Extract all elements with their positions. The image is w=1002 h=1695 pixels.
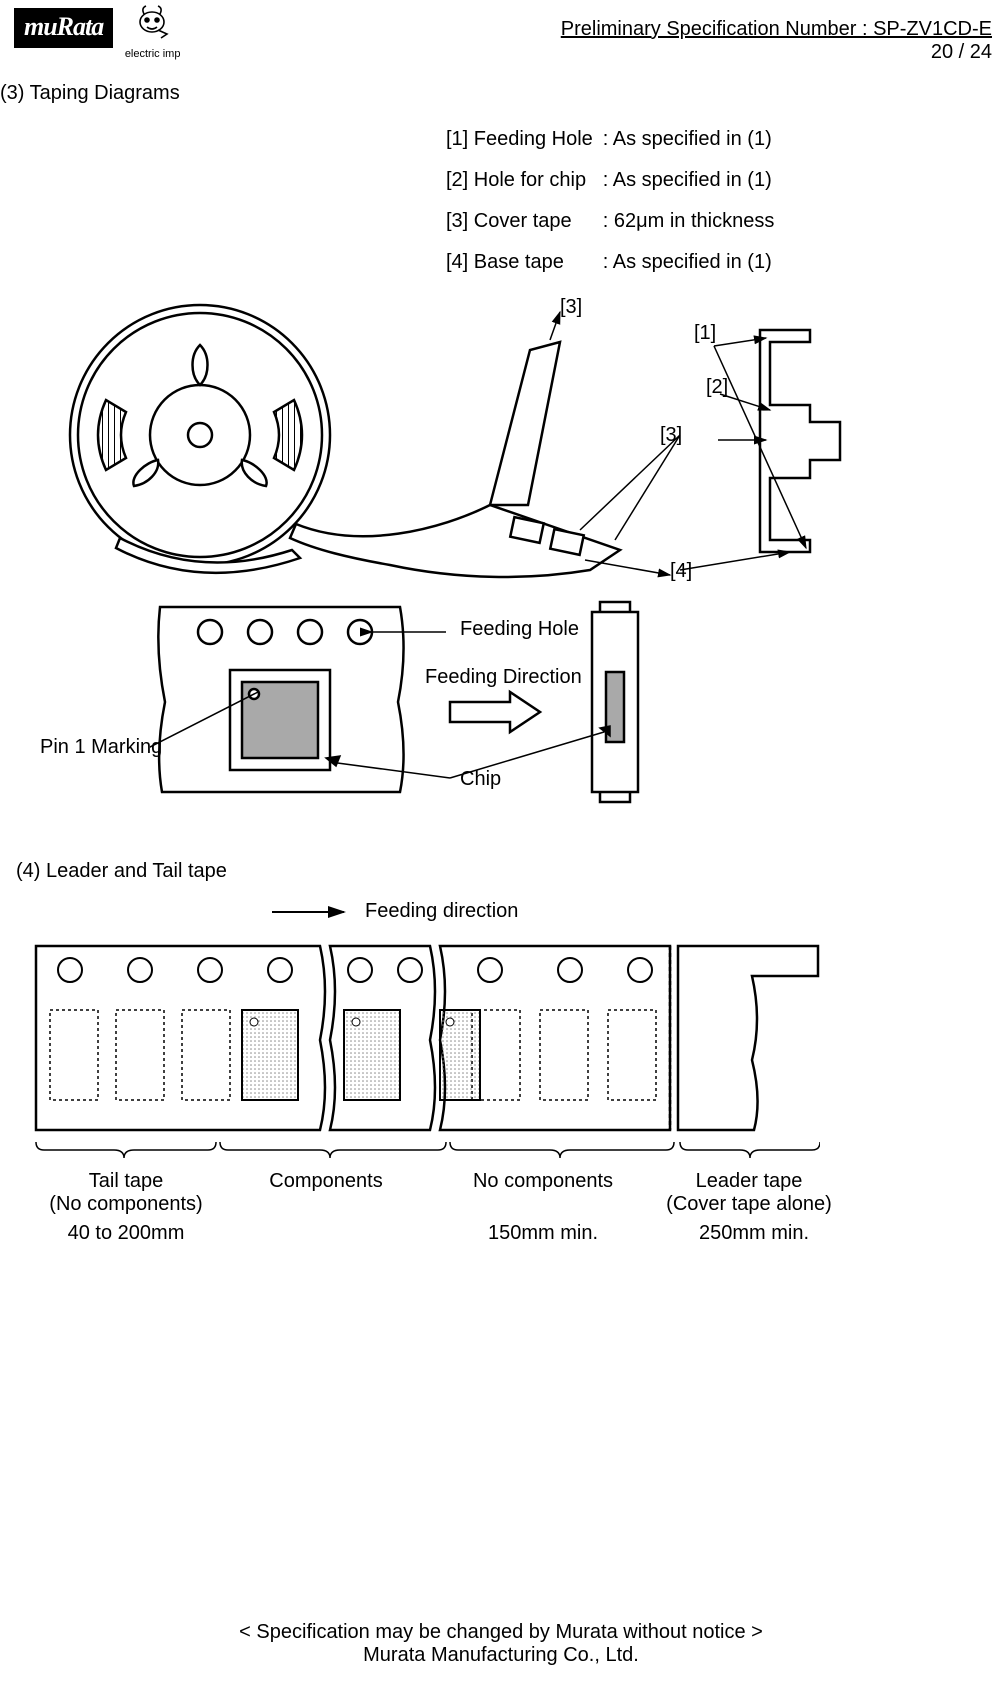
seg3-dim: 150mm min.: [448, 1222, 638, 1245]
callout-2: [2]: [706, 376, 728, 399]
section4-title: (4) Leader and Tail tape: [16, 860, 227, 883]
seg4-name: Leader tape (Cover tape alone): [654, 1170, 844, 1216]
brace-row: [30, 1140, 820, 1164]
label-chip: Chip: [460, 768, 501, 791]
electric-imp-logo: electric imp: [125, 4, 181, 60]
legend-table: [1] Feeding Hole: As specified in (1) [2…: [440, 118, 780, 284]
reel-diagram: [60, 280, 860, 590]
callout-3b: [3]: [660, 424, 682, 447]
label-feeding-hole: Feeding Hole: [460, 618, 579, 641]
leader-tail-diagram: [30, 940, 820, 1140]
page-header: muRata electric imp Preliminary Specific…: [14, 8, 992, 70]
section3-title: (3) Taping Diagrams: [0, 82, 180, 105]
feed-direction-arrow: [270, 900, 350, 924]
seg2-name: Components: [236, 1170, 416, 1193]
seg1-dim: 40 to 200mm: [46, 1222, 206, 1245]
tape-segment-diagram: [150, 592, 710, 812]
seg4-dim: 250mm min.: [664, 1222, 844, 1245]
seg3-name: No components: [448, 1170, 638, 1193]
page-footer: < Specification may be changed by Murata…: [0, 1621, 1002, 1667]
callout-4: [4]: [670, 560, 692, 583]
label-pin1: Pin 1 Marking: [40, 736, 162, 759]
label-feed-dir: Feeding direction: [365, 900, 518, 923]
callout-3a: [3]: [560, 296, 582, 319]
label-feeding-direction: Feeding Direction: [425, 666, 582, 689]
callout-1: [1]: [694, 322, 716, 345]
murata-logo: muRata: [14, 8, 113, 48]
spec-number: Preliminary Specification Number : SP-ZV…: [561, 18, 992, 64]
seg1-name: Tail tape (No components): [46, 1170, 206, 1216]
